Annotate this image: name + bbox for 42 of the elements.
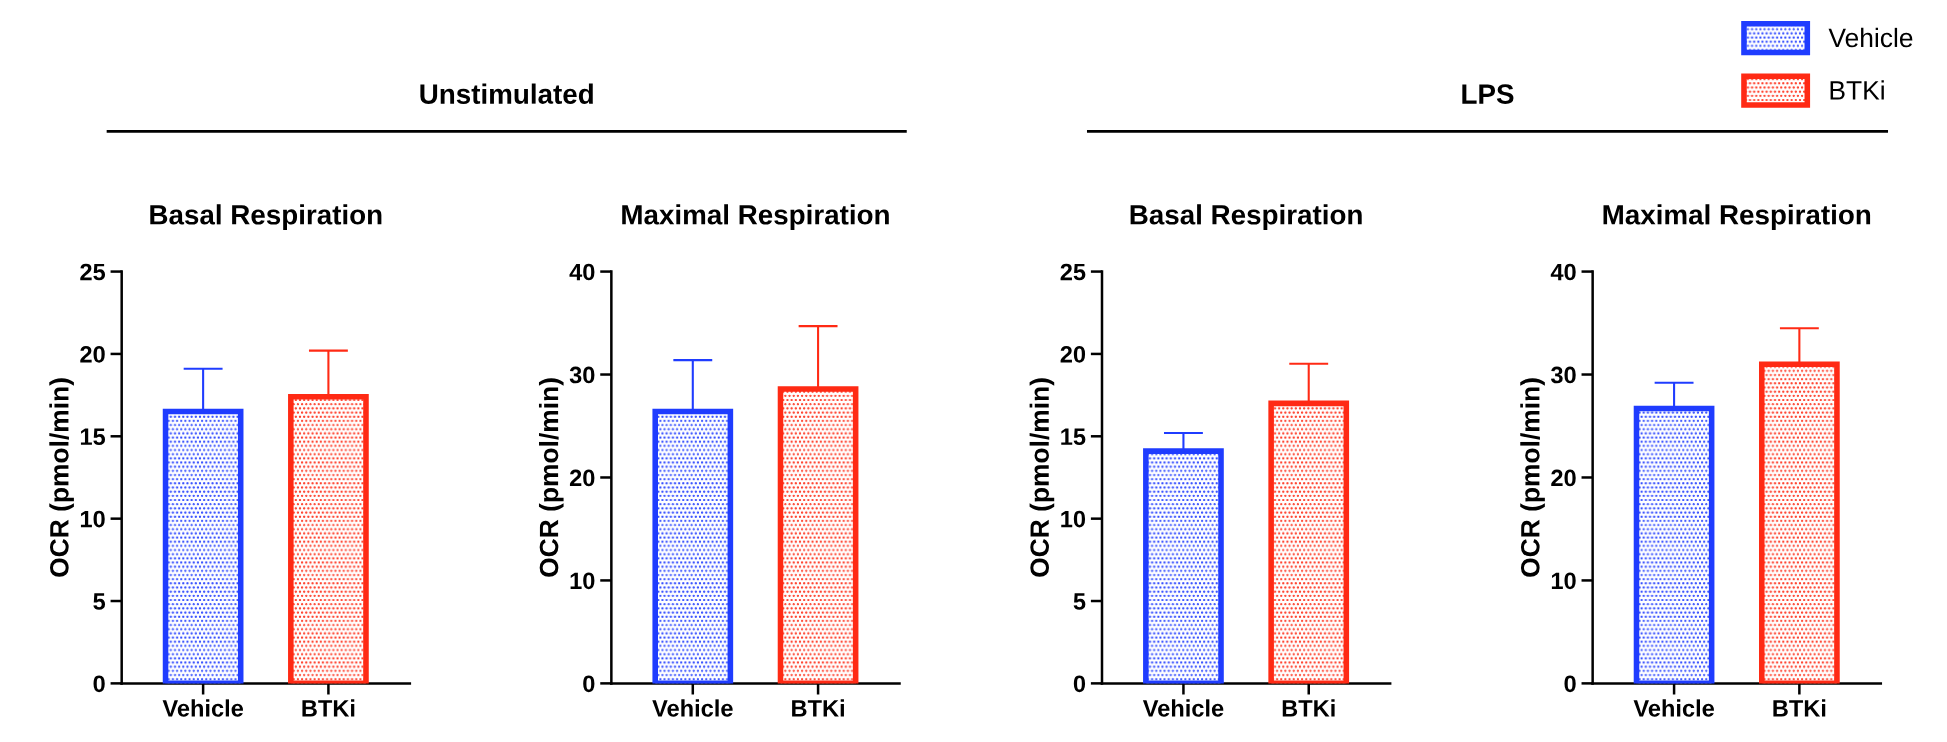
y-tick-label: 25 [80, 263, 106, 281]
chart-title: Maximal Respiration [622, 204, 889, 231]
y-tick-label: 20 [80, 346, 105, 363]
text: LPS [1462, 84, 1514, 104]
y-tick-label: 10 [1061, 510, 1086, 528]
x-tick-label: Vehicle [1142, 699, 1224, 717]
legend-label: Vehicle [1828, 27, 1913, 48]
y-tick-label: 5 [93, 593, 106, 610]
text: Unstimulated [420, 83, 593, 104]
y-axis-title: OCR (pmol/min) [538, 378, 564, 577]
y-tick-label: 20 [569, 469, 595, 487]
y-tick-label: 20 [1551, 469, 1576, 487]
x-tick-label: BTKi [1773, 699, 1826, 717]
y-tick-label: 10 [1551, 572, 1576, 590]
y-axis-title: OCR (pmol/min) [1520, 378, 1545, 577]
y-tick-label: 30 [569, 366, 595, 384]
y-tick-label: 40 [1550, 263, 1576, 281]
y-tick-label: 40 [569, 263, 595, 281]
y-tick-label: 15 [1061, 428, 1086, 446]
y-tick-label: 0 [93, 675, 105, 693]
x-tick-label: BTKi [302, 699, 355, 717]
x-tick-label: BTKi [792, 699, 844, 717]
legend-label: BTKi [1830, 80, 1884, 100]
y-tick-label: 15 [80, 428, 106, 446]
y-tick-label: 25 [1060, 263, 1086, 281]
y-tick-label: 30 [1550, 366, 1576, 384]
y-tick-label: 0 [1073, 675, 1086, 693]
y-tick-label: 5 [1073, 593, 1086, 610]
x-tick-label: Vehicle [162, 699, 244, 717]
y-axis-title: OCR (pmol/min) [1029, 378, 1055, 577]
y-axis-title: OCR (pmol/min) [49, 378, 74, 577]
y-tick-label: 10 [570, 572, 595, 590]
chart-title: Basal Respiration [150, 204, 382, 231]
y-tick-label: 0 [583, 675, 595, 693]
x-tick-label: BTKi [1282, 699, 1335, 717]
y-tick-label: 0 [1564, 675, 1576, 693]
chart-title: Basal Respiration [1130, 204, 1362, 231]
x-tick-label: Vehicle [652, 699, 733, 717]
x-tick-label: Vehicle [1633, 699, 1714, 717]
y-tick-label: 20 [1060, 346, 1086, 363]
chart-title: Maximal Respiration [1603, 204, 1871, 231]
y-tick-label: 10 [80, 510, 105, 528]
